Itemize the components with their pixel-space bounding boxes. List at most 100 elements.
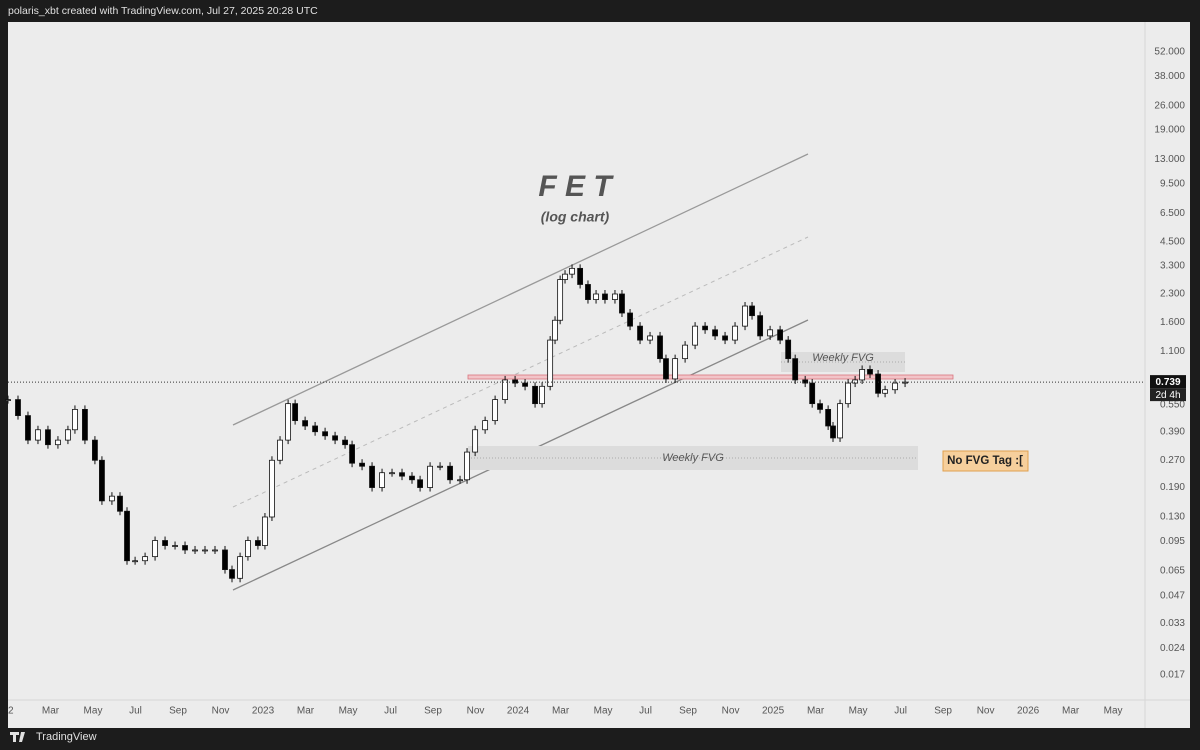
candle <box>692 325 698 346</box>
candle <box>569 267 575 275</box>
x-tick-label: May <box>594 706 613 717</box>
candle <box>92 439 98 461</box>
candle <box>663 358 669 380</box>
chart-title: F E T <box>538 170 614 203</box>
x-tick-label: Mar <box>42 706 60 717</box>
candle <box>417 479 423 488</box>
note-box <box>942 450 1029 472</box>
brand: TradingView <box>36 731 97 743</box>
x-tick-label: 2024 <box>507 706 530 717</box>
candle <box>45 429 51 446</box>
chart-subtitle: (log chart) <box>541 209 610 225</box>
candle <box>142 556 148 562</box>
candle <box>292 403 299 422</box>
x-tick-label: Nov <box>467 706 485 717</box>
price-tag <box>1150 375 1186 389</box>
candle <box>602 293 608 300</box>
x-tick-label: Mar <box>297 706 315 717</box>
candle <box>892 382 898 391</box>
candle <box>657 335 663 360</box>
candle <box>532 385 538 405</box>
x-tick-label: Sep <box>679 706 697 717</box>
candle <box>5 399 11 401</box>
candle <box>285 403 292 441</box>
y-tick-label: 0.190 <box>1160 482 1185 493</box>
candle <box>882 389 888 394</box>
x-tick-label: Mar <box>552 706 570 717</box>
candle <box>262 516 268 546</box>
y-tick-label: 0.033 <box>1160 618 1185 629</box>
candle <box>82 408 88 441</box>
y-tick-label: 6.500 <box>1160 208 1185 219</box>
candle <box>269 459 275 518</box>
y-tick-label: 4.500 <box>1160 237 1185 248</box>
candle <box>427 465 433 488</box>
candle <box>255 540 261 546</box>
candle <box>72 408 78 431</box>
candle <box>65 429 71 441</box>
candle <box>627 312 633 327</box>
x-tick-label: Nov <box>977 706 995 717</box>
candle <box>867 369 873 375</box>
y-tick-label: 0.130 <box>1160 512 1185 523</box>
countdown-label: 2d 4h <box>1155 390 1180 401</box>
candle <box>492 399 499 422</box>
candle <box>202 549 208 552</box>
candle <box>109 495 115 502</box>
candle <box>25 415 31 441</box>
candle <box>577 267 584 285</box>
candle <box>712 329 718 337</box>
candle <box>845 382 852 405</box>
y-tick-label: 13.000 <box>1154 154 1185 165</box>
candle <box>472 429 479 453</box>
candle <box>777 329 783 341</box>
candle <box>332 435 338 441</box>
candle <box>859 369 866 381</box>
candle <box>302 420 309 427</box>
y-tick-label: 0.017 <box>1160 670 1185 681</box>
candle <box>35 429 41 441</box>
x-tick-label: 2026 <box>1017 706 1040 717</box>
candle <box>245 540 251 558</box>
candle <box>222 549 228 571</box>
candle <box>447 465 453 481</box>
candle <box>702 325 708 331</box>
y-tick-label: 3.300 <box>1160 261 1185 272</box>
candle <box>322 431 328 437</box>
candle <box>369 465 375 488</box>
candle <box>409 475 415 481</box>
candle <box>522 382 528 387</box>
candle <box>547 339 554 387</box>
candle <box>437 465 443 468</box>
x-tick-label: May <box>1104 706 1123 717</box>
x-tick-label: Mar <box>807 706 825 717</box>
candle <box>379 472 385 488</box>
candle <box>312 425 318 433</box>
candle <box>132 560 138 563</box>
x-tick-label: Jul <box>384 706 397 717</box>
candle <box>359 462 365 467</box>
candle <box>757 315 764 337</box>
x-tick-label: Nov <box>212 706 230 717</box>
candle <box>672 358 679 380</box>
annotation: Weekly FVG <box>662 452 724 464</box>
fvg-zone <box>781 352 905 372</box>
y-tick-label: 0.065 <box>1160 565 1185 576</box>
candle <box>637 325 643 341</box>
y-tick-label: 0.095 <box>1160 536 1185 547</box>
candle <box>562 273 568 280</box>
candle <box>802 379 809 384</box>
channel-mid <box>232 236 809 508</box>
candle <box>825 408 832 427</box>
candle <box>767 329 774 337</box>
x-tick-label: Jul <box>129 706 142 717</box>
candle <box>647 335 653 341</box>
countdown-tag <box>1150 388 1186 402</box>
candle <box>552 319 558 341</box>
candle <box>172 545 178 547</box>
x-tick-label: May <box>849 706 868 717</box>
y-tick-label: 52.000 <box>1154 47 1185 58</box>
price-tag-label: 0.739 <box>1155 377 1180 388</box>
candle <box>875 373 881 394</box>
